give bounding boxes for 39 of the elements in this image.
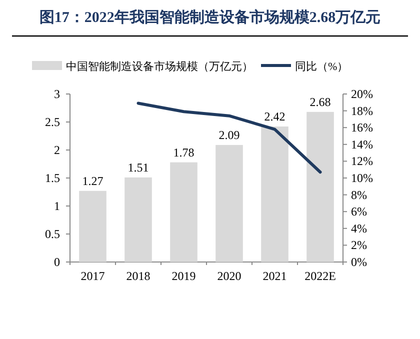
chart-title: 图17：2022年我国智能制造设备市场规模2.68万亿元: [39, 8, 381, 26]
y2-tick-label: 0%: [351, 255, 367, 269]
y2-tick-label: 20%: [351, 87, 373, 101]
data-label: 1.78: [173, 145, 194, 160]
bar: [306, 112, 334, 262]
y2-tick-label: 18%: [351, 104, 373, 118]
data-label: 2.68: [310, 94, 331, 109]
y-tick-label: 1: [54, 199, 60, 213]
y2-tick-label: 8%: [351, 188, 367, 202]
legend-label: 同比（%）: [295, 60, 348, 73]
y-tick-label: 2.5: [45, 115, 60, 129]
y2-tick-label: 10%: [351, 171, 373, 185]
y-tick-label: 0: [54, 255, 60, 269]
x-tick-label: 2022E: [304, 269, 336, 283]
x-tick-label: 2018: [126, 269, 150, 283]
y-tick-label: 2: [54, 143, 60, 157]
bar: [124, 177, 152, 262]
y2-tick-label: 12%: [351, 154, 373, 168]
y2-tick-label: 16%: [351, 120, 373, 135]
x-tick-label: 2017: [80, 269, 105, 283]
data-label: 1.27: [82, 174, 104, 188]
bar: [79, 190, 106, 262]
x-tick-label: 2019: [172, 269, 196, 283]
bar: [261, 126, 288, 262]
data-label: 2.42: [264, 109, 286, 124]
y-tick-label: 1.5: [45, 171, 60, 185]
y2-tick-label: 4%: [351, 221, 367, 236]
y2-tick-label: 2%: [351, 238, 367, 252]
x-tick-label: 2020: [217, 269, 242, 283]
y2-tick-label: 6%: [351, 204, 367, 219]
x-tick-label: 2021: [262, 269, 287, 283]
y2-tick-label: 14%: [351, 137, 373, 152]
data-label: 1.51: [128, 160, 149, 174]
data-label: 2.09: [218, 128, 240, 142]
y-tick-label: 0.5: [45, 227, 60, 241]
bar: [170, 162, 198, 262]
bar: [216, 144, 243, 262]
legend-label: 中国智能制造设备市场规模（万亿元）: [66, 60, 253, 73]
y-tick-label: 3: [54, 87, 60, 101]
